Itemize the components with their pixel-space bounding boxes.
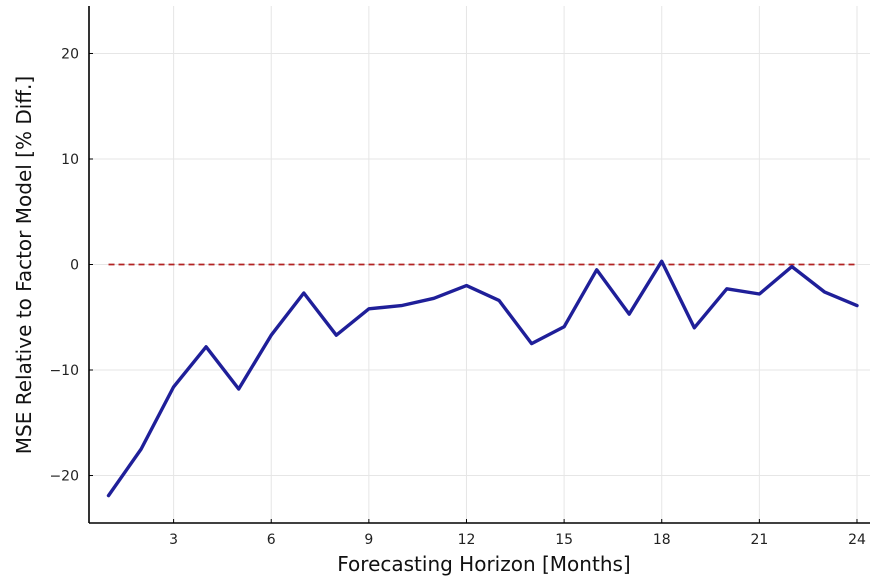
ticks: 3 6 9 12 15 18 21 24 −20 −10 0 10 20 <box>49 46 866 548</box>
x-tick-label: 6 <box>267 532 276 548</box>
x-tick-label: 24 <box>848 532 866 548</box>
x-tick-label: 9 <box>364 532 373 548</box>
x-axis-label: Forecasting Horizon [Months] <box>337 552 630 576</box>
x-tick-label: 12 <box>458 532 476 548</box>
y-tick-label: −20 <box>49 469 79 485</box>
x-tick-label: 3 <box>169 532 178 548</box>
x-tick-label: 18 <box>653 532 671 548</box>
y-axis-label: MSE Relative to Factor Model [% Diff.] <box>12 76 36 454</box>
x-tick-label: 21 <box>750 532 768 548</box>
x-tick-label: 15 <box>555 532 573 548</box>
series-line <box>106 259 859 498</box>
y-tick-label: 10 <box>61 152 79 168</box>
series-group <box>106 259 859 498</box>
y-tick-label: 20 <box>61 46 79 62</box>
y-tick-label: −10 <box>49 363 79 379</box>
y-tick-label: 0 <box>70 258 79 274</box>
